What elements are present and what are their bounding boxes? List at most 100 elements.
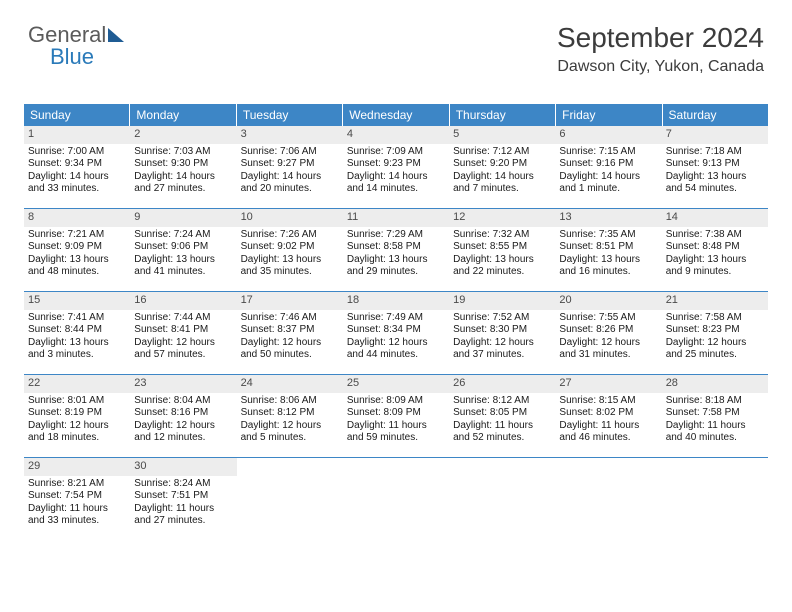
day-number: 6 [559,128,565,140]
day-number-bar: 4 [343,126,449,144]
day-cell: 25Sunrise: 8:09 AMSunset: 8:09 PMDayligh… [343,375,449,457]
sunset-line: Sunset: 9:34 PM [28,158,126,171]
daylight-line: Daylight: 13 hours and 41 minutes. [134,254,232,279]
sunrise-line: Sunrise: 7:24 AM [134,229,232,242]
day-number-bar: 29 [24,458,130,476]
sunrise-line: Sunrise: 7:49 AM [347,312,445,325]
sunset-line: Sunset: 8:41 PM [134,324,232,337]
week-row: 22Sunrise: 8:01 AMSunset: 8:19 PMDayligh… [24,375,768,458]
day-cell: 17Sunrise: 7:46 AMSunset: 8:37 PMDayligh… [237,292,343,374]
sunrise-line: Sunrise: 7:35 AM [559,229,657,242]
day-number-bar: 5 [449,126,555,144]
day-number: 22 [28,377,40,389]
sunrise-line: Sunrise: 7:12 AM [453,146,551,159]
dow-header-cell: Thursday [450,104,556,126]
sunset-line: Sunset: 9:20 PM [453,158,551,171]
sunset-line: Sunset: 8:09 PM [347,407,445,420]
day-number-bar: 23 [130,375,236,393]
dow-header-cell: Wednesday [343,104,449,126]
brand-triangle-icon [108,28,124,42]
day-number-bar: 18 [343,292,449,310]
sunrise-line: Sunrise: 8:15 AM [559,395,657,408]
day-cell: 1Sunrise: 7:00 AMSunset: 9:34 PMDaylight… [24,126,130,208]
daylight-line: Daylight: 11 hours and 52 minutes. [453,420,551,445]
day-cell: 7Sunrise: 7:18 AMSunset: 9:13 PMDaylight… [662,126,768,208]
day-number-bar: 21 [662,292,768,310]
day-number-bar: 30 [130,458,236,476]
day-cell: 24Sunrise: 8:06 AMSunset: 8:12 PMDayligh… [237,375,343,457]
dow-header-cell: Friday [556,104,662,126]
daylight-line: Daylight: 14 hours and 27 minutes. [134,171,232,196]
day-cell: 30Sunrise: 8:24 AMSunset: 7:51 PMDayligh… [130,458,236,540]
daylight-line: Daylight: 13 hours and 9 minutes. [666,254,764,279]
sunset-line: Sunset: 7:51 PM [134,490,232,503]
day-number: 29 [28,460,40,472]
dow-header-row: SundayMondayTuesdayWednesdayThursdayFrid… [24,104,768,126]
daylight-line: Daylight: 12 hours and 50 minutes. [241,337,339,362]
sunrise-line: Sunrise: 7:15 AM [559,146,657,159]
daylight-line: Daylight: 12 hours and 57 minutes. [134,337,232,362]
daylight-line: Daylight: 11 hours and 59 minutes. [347,420,445,445]
day-number: 11 [347,211,358,223]
day-cell [662,458,768,540]
daylight-line: Daylight: 14 hours and 7 minutes. [453,171,551,196]
sunrise-line: Sunrise: 7:00 AM [28,146,126,159]
day-cell: 26Sunrise: 8:12 AMSunset: 8:05 PMDayligh… [449,375,555,457]
day-cell: 13Sunrise: 7:35 AMSunset: 8:51 PMDayligh… [555,209,661,291]
daylight-line: Daylight: 11 hours and 40 minutes. [666,420,764,445]
week-row: 8Sunrise: 7:21 AMSunset: 9:09 PMDaylight… [24,209,768,292]
day-number-bar: 7 [662,126,768,144]
sunset-line: Sunset: 9:09 PM [28,241,126,254]
day-number-bar: 24 [237,375,343,393]
day-number: 28 [666,377,678,389]
sunset-line: Sunset: 8:26 PM [559,324,657,337]
dow-header-cell: Monday [130,104,236,126]
day-number: 16 [134,294,146,306]
day-number-bar: 10 [237,209,343,227]
sunset-line: Sunset: 9:06 PM [134,241,232,254]
day-number-bar: 26 [449,375,555,393]
day-number-bar: 13 [555,209,661,227]
day-cell: 14Sunrise: 7:38 AMSunset: 8:48 PMDayligh… [662,209,768,291]
day-number: 4 [347,128,353,140]
week-row: 15Sunrise: 7:41 AMSunset: 8:44 PMDayligh… [24,292,768,375]
title-block: September 2024 Dawson City, Yukon, Canad… [557,22,764,76]
sunrise-line: Sunrise: 8:09 AM [347,395,445,408]
day-cell: 11Sunrise: 7:29 AMSunset: 8:58 PMDayligh… [343,209,449,291]
daylight-line: Daylight: 12 hours and 12 minutes. [134,420,232,445]
sunset-line: Sunset: 7:54 PM [28,490,126,503]
sunrise-line: Sunrise: 7:06 AM [241,146,339,159]
weeks-container: 1 Sunrise: 7:00 AMSunset: 9:34 PM Daylight… [24,126,768,540]
day-cell [237,458,343,540]
sunrise-line: Sunrise: 8:01 AM [28,395,126,408]
day-cell: 21Sunrise: 7:58 AMSunset: 8:23 PMDayligh… [662,292,768,374]
day-number: 21 [666,294,678,306]
daylight-line: Daylight: 12 hours and 31 minutes. [559,337,657,362]
daylight-line: Daylight: 13 hours and 54 minutes. [666,171,764,196]
day-number-bar: 9 [130,209,236,227]
day-number-bar: 8 [24,209,130,227]
day-number: 24 [241,377,253,389]
brand-part2: Blue [50,44,94,70]
day-number-bar: 28 [662,375,768,393]
sunset-line: Sunset: 8:51 PM [559,241,657,254]
daylight-line: Daylight: 12 hours and 37 minutes. [453,337,551,362]
day-cell: 3Sunrise: 7:06 AMSunset: 9:27 PMDaylight… [237,126,343,208]
sunset-line: Sunset: 9:16 PM [559,158,657,171]
sunrise-line: Sunrise: 7:18 AM [666,146,764,159]
day-cell [343,458,449,540]
dow-header-cell: Sunday [24,104,130,126]
sunrise-line: Sunrise: 7:52 AM [453,312,551,325]
daylight-line: Daylight: 13 hours and 3 minutes. [28,337,126,362]
day-number: 15 [28,294,40,306]
day-number-bar: 17 [237,292,343,310]
sunrise-line: Sunrise: 8:06 AM [241,395,339,408]
day-number-bar: 1 [24,126,130,144]
day-cell: 12Sunrise: 7:32 AMSunset: 8:55 PMDayligh… [449,209,555,291]
daylight-line: Daylight: 13 hours and 48 minutes. [28,254,126,279]
daylight-line: Daylight: 12 hours and 18 minutes. [28,420,126,445]
day-cell: 19Sunrise: 7:52 AMSunset: 8:30 PMDayligh… [449,292,555,374]
sunrise-line: Sunrise: 8:12 AM [453,395,551,408]
day-number-bar: 19 [449,292,555,310]
day-cell: 29Sunrise: 8:21 AMSunset: 7:54 PMDayligh… [24,458,130,540]
